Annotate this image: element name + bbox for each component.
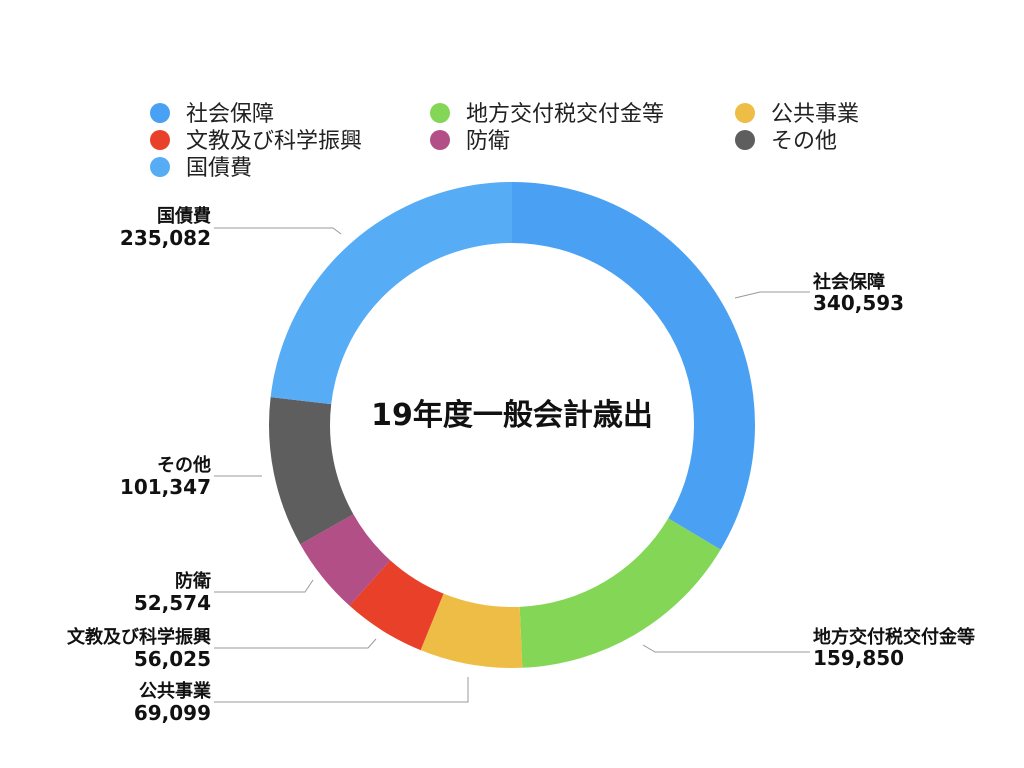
data-label-name-slice-5: 防衛: [175, 570, 211, 592]
chart-title: 19年度一般会計歳出: [371, 398, 653, 433]
donut-slice-4: [349, 560, 444, 651]
leader-line-slice-7: [214, 227, 342, 235]
donut-slice-7: [270, 182, 512, 405]
data-label-value-slice-3: 69,099: [134, 701, 211, 725]
legend-swatch-slice-1: [150, 103, 170, 123]
leader-lines: [214, 227, 810, 703]
legend-label-slice-3: 公共事業: [771, 102, 859, 127]
legend-swatch-slice-2: [430, 103, 450, 123]
donut-slice-2: [519, 518, 721, 668]
legend-swatch-slice-5: [430, 130, 450, 150]
donut-slice-5: [300, 514, 391, 606]
data-label-value-slice-5: 52,574: [134, 591, 211, 615]
donut-slices: [269, 182, 755, 668]
data-label-name-slice-1: 社会保障: [813, 271, 885, 293]
data-label-value-slice-1: 340,593: [813, 291, 904, 315]
legend-label-slice-7: 国債費: [186, 156, 252, 181]
data-label-value-slice-4: 56,025: [134, 647, 211, 671]
data-label-value-slice-2: 159,850: [813, 646, 904, 670]
donut-slice-3: [420, 593, 523, 668]
legend-label-slice-4: 文教及び科学振興: [186, 129, 362, 154]
legend-swatch-slice-4: [150, 130, 170, 150]
data-label-value-slice-6: 101,347: [120, 475, 211, 499]
legend-label-slice-1: 社会保障: [186, 102, 274, 127]
legend-label-slice-5: 防衛: [466, 129, 510, 154]
legend-label-slice-2: 地方交付税交付金等: [466, 102, 664, 127]
data-label-name-slice-4: 文教及び科学振興: [67, 626, 211, 648]
data-label-name-slice-6: その他: [157, 454, 211, 476]
donut-slice-6: [269, 397, 354, 545]
legend-label-slice-6: その他: [771, 129, 837, 154]
legend-swatch-slice-6: [735, 130, 755, 150]
leader-line-slice-4: [214, 638, 377, 649]
legend-swatch-slice-7: [150, 157, 170, 177]
data-label-name-slice-2: 地方交付税交付金等: [813, 626, 975, 648]
data-label-name-slice-7: 国債費: [157, 205, 211, 227]
legend-swatch-slice-3: [735, 103, 755, 123]
leader-line-slice-3: [214, 677, 469, 703]
leader-line-slice-1: [734, 291, 810, 299]
leader-line-slice-2: [642, 644, 810, 653]
donut-slice-1: [512, 182, 755, 550]
data-label-value-slice-7: 235,082: [120, 226, 211, 250]
data-label-name-slice-3: 公共事業: [139, 680, 212, 702]
leader-line-slice-5: [214, 579, 314, 593]
